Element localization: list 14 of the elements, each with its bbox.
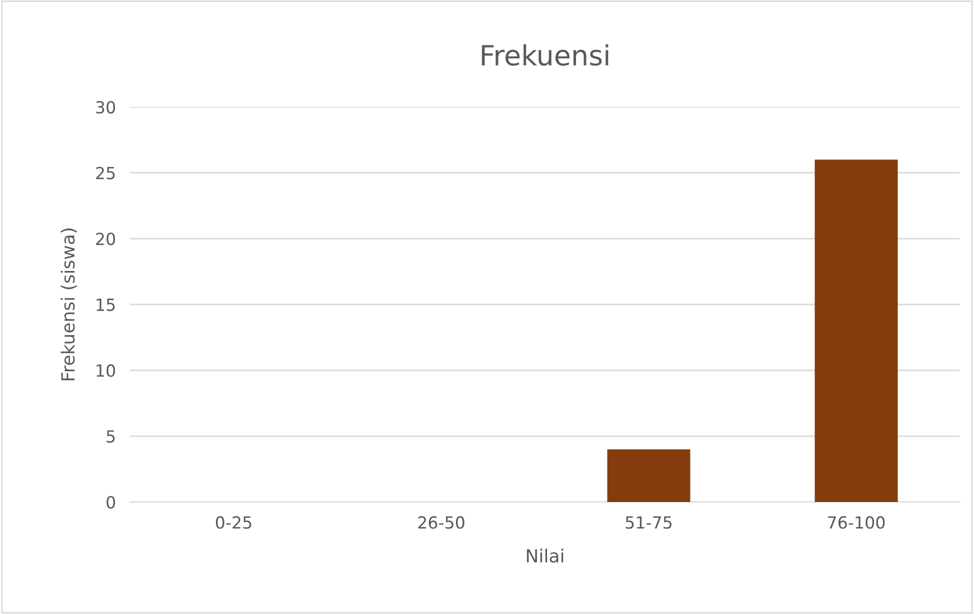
y-tick-label: 20 [96,232,116,246]
chart-title: Frekuensi [482,44,608,66]
y-tick-label: 15 [96,298,115,312]
y-tick-label: 0 [106,496,116,509]
x-tick-label: 76-100 [828,516,885,529]
x-tick-label: 51-75 [626,516,672,529]
y-axis-title: Frekuensi (siswa) [60,228,77,380]
x-tick-label: 26-50 [418,516,464,529]
y-tick-label: 25 [96,166,115,180]
x-tick-label: 0-25 [216,516,252,529]
y-tick-label: 30 [96,100,116,114]
x-axis-title: Nilai [526,548,564,563]
y-tick-label: 10 [96,364,116,377]
y-tick-label: 5 [106,430,115,443]
